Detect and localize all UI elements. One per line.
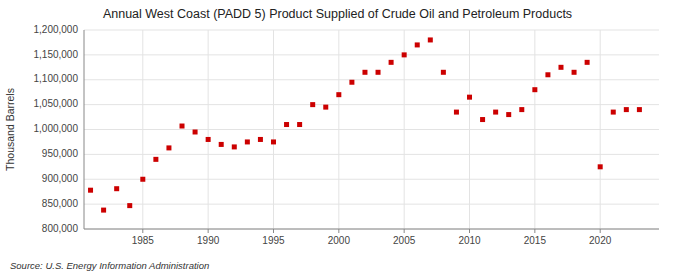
x-grid-line bbox=[404, 30, 405, 229]
marker bbox=[362, 70, 367, 75]
x-tick bbox=[338, 229, 339, 233]
marker bbox=[193, 129, 198, 134]
marker bbox=[624, 107, 629, 112]
x-tick-label: 1985 bbox=[132, 235, 155, 246]
marker bbox=[493, 110, 498, 115]
marker bbox=[310, 102, 315, 107]
marker bbox=[127, 203, 132, 208]
marker bbox=[480, 117, 485, 122]
marker bbox=[323, 105, 328, 110]
source-note: Source: U.S. Energy Information Administ… bbox=[10, 260, 209, 271]
marker bbox=[271, 139, 276, 144]
marker bbox=[284, 122, 289, 127]
x-tick bbox=[208, 229, 209, 233]
x-grid-line bbox=[600, 30, 601, 229]
marker bbox=[572, 70, 577, 75]
marker bbox=[297, 122, 302, 127]
marker bbox=[349, 80, 354, 85]
y-tick-label: 850,000 bbox=[42, 198, 79, 209]
background bbox=[0, 0, 675, 275]
marker bbox=[114, 186, 119, 191]
x-axis-line bbox=[84, 229, 659, 230]
x-tick bbox=[600, 229, 601, 233]
x-tick-label: 1990 bbox=[197, 235, 220, 246]
marker bbox=[611, 110, 616, 115]
x-tick-label: 2000 bbox=[328, 235, 351, 246]
y-tick-label: 1,000,000 bbox=[34, 123, 79, 134]
marker bbox=[402, 52, 407, 57]
y-grid-line bbox=[84, 104, 659, 105]
marker bbox=[467, 95, 472, 100]
marker bbox=[88, 188, 93, 193]
marker bbox=[441, 70, 446, 75]
marker bbox=[180, 124, 185, 129]
grid bbox=[84, 30, 659, 229]
y-tick-label: 900,000 bbox=[42, 173, 79, 184]
marker bbox=[140, 177, 145, 182]
x-tick-label: 2010 bbox=[458, 235, 481, 246]
marker bbox=[389, 60, 394, 65]
marker bbox=[585, 60, 590, 65]
y-grid-line bbox=[84, 154, 659, 155]
marker bbox=[206, 137, 211, 142]
marker bbox=[454, 110, 459, 115]
marker bbox=[545, 72, 550, 77]
marker bbox=[166, 145, 171, 150]
marker bbox=[245, 139, 250, 144]
x-tick bbox=[142, 229, 143, 233]
x-tick bbox=[534, 229, 535, 233]
y-grid-line bbox=[84, 79, 659, 80]
marker bbox=[153, 157, 158, 162]
y-axis-label: Thousand Barrels bbox=[4, 88, 16, 171]
y-grid-line bbox=[84, 129, 659, 130]
y-tick-label: 1,150,000 bbox=[34, 49, 79, 60]
x-tick bbox=[404, 229, 405, 233]
x-tick-label: 1995 bbox=[262, 235, 285, 246]
marker bbox=[101, 208, 106, 213]
y-axis-line bbox=[84, 30, 85, 229]
marker bbox=[532, 87, 537, 92]
x-grid-line bbox=[142, 30, 143, 229]
marker bbox=[376, 70, 381, 75]
title: Annual West Coast (PADD 5) Product Suppl… bbox=[103, 7, 572, 21]
x-tick-label: 2020 bbox=[589, 235, 612, 246]
y-tick-label: 950,000 bbox=[42, 148, 79, 159]
marker bbox=[428, 37, 433, 42]
x-tick bbox=[469, 229, 470, 233]
y-grid-line bbox=[84, 54, 659, 55]
y-grid-line bbox=[84, 179, 659, 180]
y-tick-label: 1,050,000 bbox=[34, 98, 79, 109]
marker bbox=[637, 107, 642, 112]
x-tick bbox=[273, 229, 274, 233]
chart: 800,000 850,000 900,000 950,000 1,000,000 1,0… bbox=[0, 0, 675, 275]
x-grid-line bbox=[208, 30, 209, 229]
marker bbox=[258, 137, 263, 142]
x-grid-line bbox=[338, 30, 339, 229]
y-grid-line bbox=[84, 204, 659, 205]
y-tick-label: 1,100,000 bbox=[34, 73, 79, 84]
y-tick-label: 1,200,000 bbox=[34, 24, 79, 35]
axes: 800,000 850,000 900,000 950,000 1,000,000 1,0… bbox=[34, 24, 660, 246]
marker bbox=[598, 164, 603, 169]
marker bbox=[336, 92, 341, 97]
markers bbox=[88, 37, 642, 212]
x-grid-line bbox=[273, 30, 274, 229]
marker bbox=[506, 112, 511, 117]
y-grid-line bbox=[84, 30, 659, 31]
y-grid-line bbox=[84, 229, 659, 230]
marker bbox=[232, 144, 237, 149]
marker bbox=[415, 42, 420, 47]
y-tick-label: 800,000 bbox=[42, 223, 79, 234]
x-tick-label: 2015 bbox=[524, 235, 547, 246]
x-tick-label: 2005 bbox=[393, 235, 416, 246]
marker bbox=[519, 107, 524, 112]
x-grid-line bbox=[534, 30, 535, 229]
x-grid-line bbox=[469, 30, 470, 229]
marker bbox=[558, 65, 563, 70]
marker bbox=[219, 142, 224, 147]
